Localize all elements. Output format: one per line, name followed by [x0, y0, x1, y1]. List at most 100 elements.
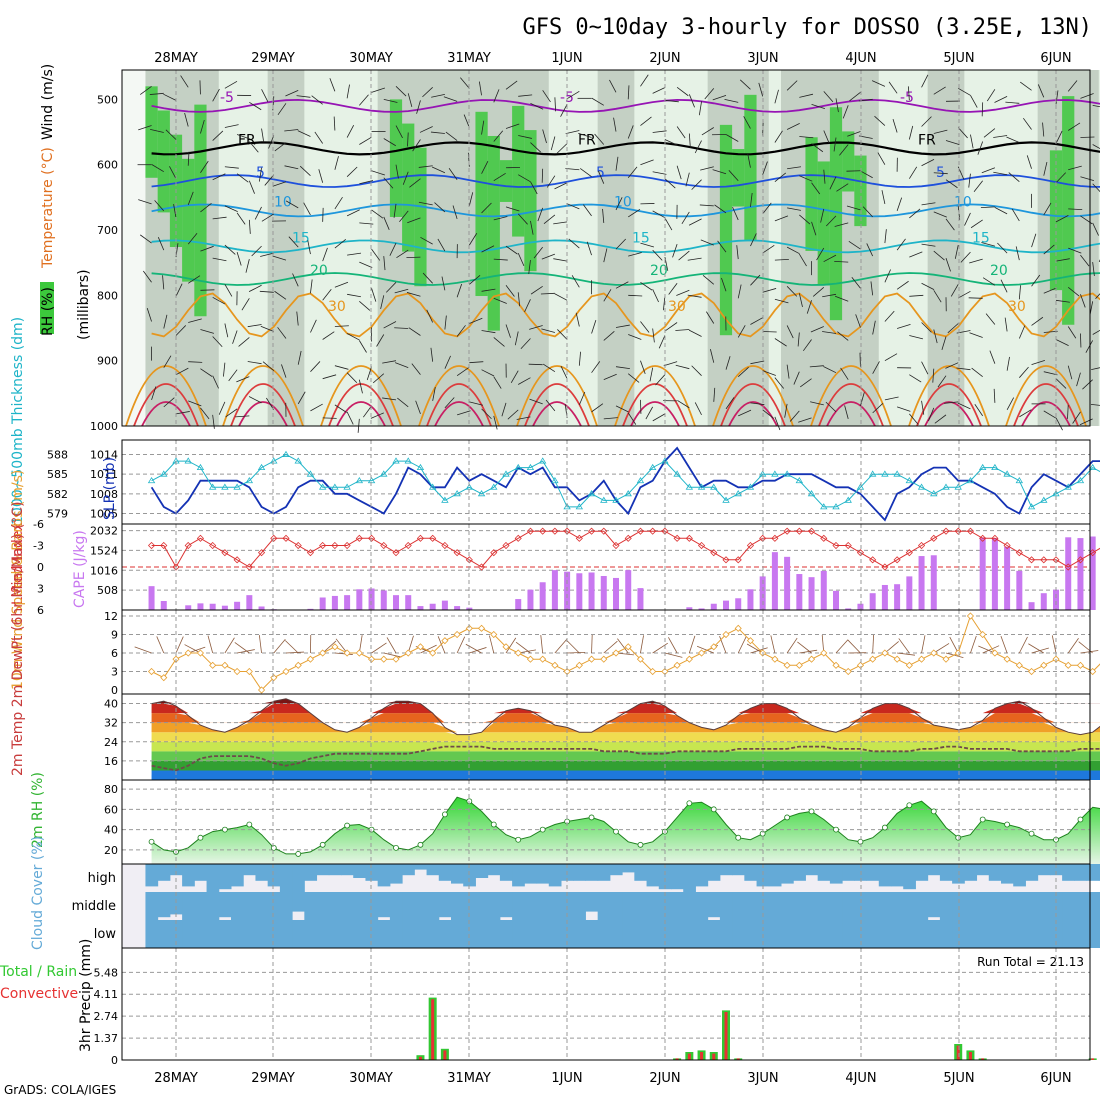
cloud-bar — [1074, 892, 1088, 920]
upper-wind-barb — [694, 402, 702, 416]
wind10-point — [404, 649, 412, 657]
cloud-bar — [292, 864, 305, 892]
cloud-bar — [1049, 864, 1063, 876]
surface-isotherm — [238, 401, 288, 427]
tick-label: -6 — [33, 518, 44, 531]
precip-convective-bar — [431, 999, 435, 1060]
upper-wind-barb — [150, 128, 164, 133]
upper-wind-barb — [602, 208, 605, 223]
bottom-day-label: 4JUN — [845, 1071, 876, 1086]
upper-wind-barb — [407, 93, 413, 107]
upper-wind-barb — [687, 294, 702, 298]
cloud-bar — [353, 920, 366, 948]
upper-wind-barb — [833, 137, 837, 152]
upper-wind-barb — [163, 93, 177, 101]
lifted-index-point — [844, 541, 852, 550]
wind10-point — [685, 655, 693, 663]
isotherm-label: 5 — [596, 165, 605, 181]
cloud-bar — [267, 920, 281, 948]
cloud-bar — [1098, 864, 1100, 881]
cloud-bar — [475, 864, 489, 878]
cloud-bar — [707, 892, 721, 918]
surface-isotherm — [141, 401, 191, 427]
wind10-barb — [322, 640, 337, 654]
rh-moist-cell — [402, 123, 416, 252]
upper-wind-barb — [481, 245, 495, 253]
upper-wind-barb — [184, 112, 189, 127]
cloud-axis-label: Cloud Cover (%) — [30, 836, 46, 950]
thickness-point — [160, 470, 168, 477]
wind10-point — [416, 643, 425, 651]
rh2m-point — [417, 841, 424, 848]
upper-wind-barb — [334, 365, 349, 370]
upper-wind-barb — [896, 324, 911, 329]
precip-convective-bar — [736, 1058, 740, 1060]
wind10-point — [991, 649, 999, 657]
upper-wind-barb — [652, 289, 659, 303]
cloud-bar — [512, 892, 525, 920]
cape-bar — [307, 608, 314, 610]
upper-wind-barb — [259, 290, 274, 293]
upper-wind-barb — [200, 407, 210, 420]
cloud-bar — [988, 864, 1002, 881]
precip-convective-bar — [981, 1058, 985, 1060]
upper-wind-barb — [407, 217, 421, 224]
upper-wind-barb — [774, 377, 785, 389]
top-day-label: 1JUN — [551, 51, 582, 66]
upper-wind-barb — [640, 281, 653, 291]
upper-wind-barb — [418, 165, 433, 168]
cloud-bar — [658, 864, 672, 890]
cloud-bar — [1025, 864, 1039, 881]
slp-grid — [122, 454, 1090, 514]
upper-wind-barb — [921, 322, 932, 333]
thickness-point — [1040, 496, 1048, 503]
upper-wind-barb — [655, 374, 666, 386]
lifted-index-point — [697, 541, 706, 550]
upper-wind-barb — [739, 79, 751, 90]
upper-wind-barb — [1043, 161, 1048, 176]
upper-wind-barb — [676, 126, 686, 139]
upper-wind-barb — [346, 209, 360, 217]
upper-wind-barb — [139, 86, 152, 95]
upper-wind-barb — [422, 87, 433, 98]
precip-ticks: 5.484.112.741.370 — [94, 966, 119, 1067]
upper-wind-barb — [346, 166, 358, 178]
cloud-bar — [744, 864, 758, 881]
wind10-point — [856, 661, 865, 669]
cloud-bar — [267, 892, 281, 920]
lifted-index-point — [551, 527, 559, 535]
upper-wind-barb — [493, 415, 498, 430]
cloud-bar — [365, 864, 379, 881]
upper-wind-barb — [993, 171, 1008, 176]
upper-wind-barb — [530, 142, 541, 153]
cape-bar — [869, 593, 876, 610]
upper-wind-barb — [571, 275, 580, 288]
lifted-index-point — [526, 527, 535, 535]
rh-cell — [267, 70, 281, 426]
upper-wind-barb — [691, 179, 702, 190]
upper-wind-barb — [980, 206, 995, 209]
rh-moist-cell — [389, 99, 404, 217]
wind10-point — [514, 649, 522, 657]
tick-label: 60 — [104, 803, 118, 816]
wind10-point — [147, 667, 156, 676]
upper-wind-barb — [704, 88, 715, 100]
upper-wind-barb — [896, 238, 906, 251]
isotherm-label: 30 — [328, 299, 346, 315]
cloud-bar — [292, 892, 305, 912]
wind10-point — [1040, 661, 1048, 669]
cloud-bar — [646, 892, 660, 920]
upper-wind-barb — [382, 397, 397, 401]
upper-wind-barb — [274, 142, 287, 152]
wind10-axis-label: 10m Wind Speed & Barbs (m/s) — [10, 470, 26, 690]
upper-wind-barb — [418, 201, 433, 206]
upper-wind-barb — [645, 406, 654, 420]
rh-moist-cell — [499, 160, 514, 202]
upper-wind-barb — [806, 300, 812, 314]
cape-bar — [356, 589, 363, 610]
surface-isotherm — [908, 365, 990, 427]
upper-wind-barb — [615, 324, 630, 328]
upper-wind-barb — [516, 416, 531, 420]
thickness-point — [856, 483, 865, 490]
